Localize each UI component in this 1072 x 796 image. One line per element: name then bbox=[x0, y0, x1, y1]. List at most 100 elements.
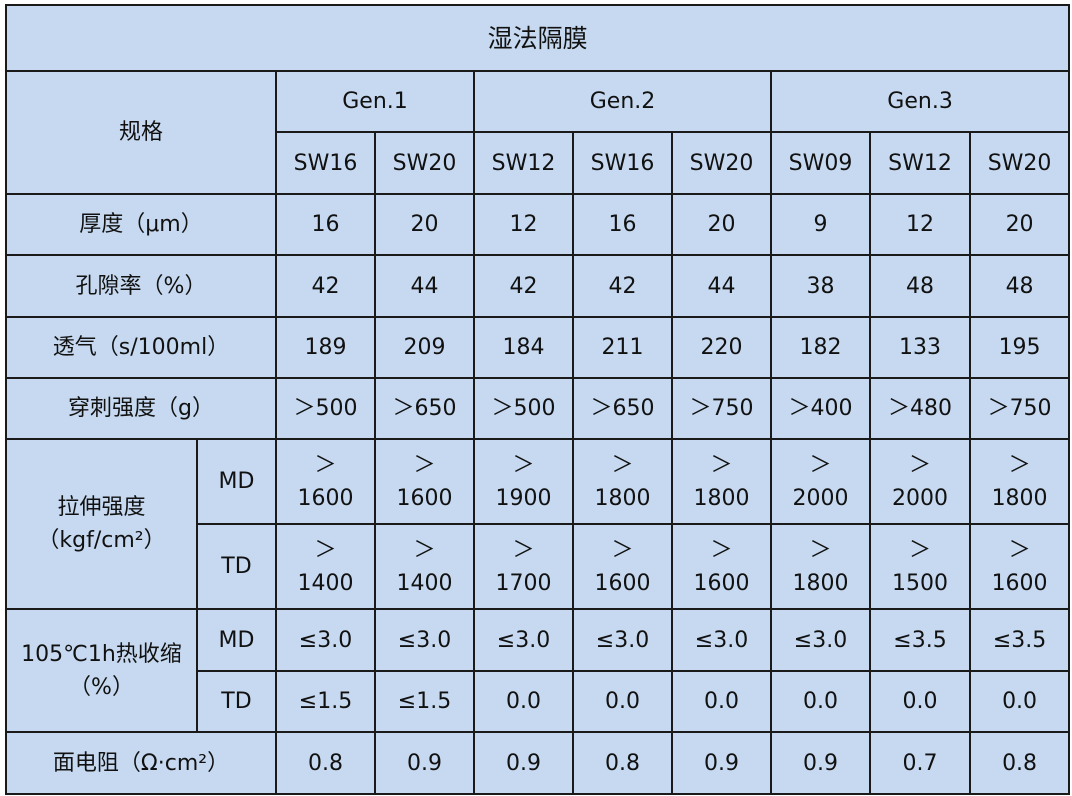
thickness-value: 16 bbox=[275, 193, 376, 256]
tensile-md-value: ＞ 1900 bbox=[473, 438, 574, 525]
permeability-value: 133 bbox=[869, 316, 971, 379]
tensile-td-value: ＞ 1400 bbox=[374, 523, 475, 610]
permeability-value: 189 bbox=[275, 316, 376, 379]
tensile-td-value: ＞ 1800 bbox=[770, 523, 871, 610]
porosity-value: 44 bbox=[671, 254, 772, 318]
tensile-td-label: TD bbox=[196, 523, 277, 610]
table-row: 穿刺强度（g） ＞500 ＞650 ＞500 ＞650 ＞750 ＞400 ＞480 ＞750 bbox=[5, 377, 1071, 440]
puncture-value: ＞650 bbox=[374, 377, 475, 440]
shrinkage-md-value: ≤3.0 bbox=[671, 608, 772, 672]
table-row: 透气（s/100ml） 189 209 184 211 220 182 133 195 bbox=[5, 316, 1071, 379]
resistance-value: 0.9 bbox=[473, 731, 574, 795]
puncture-label: 穿刺强度（g） bbox=[5, 377, 277, 440]
shrinkage-label: 105℃1h热收缩（%） bbox=[5, 608, 198, 733]
thickness-value: 12 bbox=[473, 193, 574, 256]
thickness-value: 20 bbox=[374, 193, 475, 256]
thickness-value: 20 bbox=[671, 193, 772, 256]
shrinkage-td-value: ≤1.5 bbox=[275, 670, 376, 733]
generation-header: Gen.2 bbox=[473, 70, 772, 133]
resistance-value: 0.8 bbox=[275, 731, 376, 795]
table-row: TD ＞ 1400 ＞ 1400 ＞ 1700 ＞ 1600 ＞ 1600 ＞ 1800 ＞ … bbox=[6, 523, 1071, 610]
spec-header: 规格 bbox=[5, 70, 277, 195]
tensile-md-label: MD bbox=[196, 438, 277, 525]
shrinkage-td-value: 0.0 bbox=[473, 670, 574, 733]
porosity-value: 48 bbox=[968, 254, 1071, 318]
permeability-value: 211 bbox=[572, 316, 673, 379]
model-header: SW12 bbox=[473, 131, 574, 195]
puncture-value: ＞750 bbox=[671, 377, 772, 440]
table-row: 规格 Gen.1 Gen.2 Gen.3 bbox=[5, 70, 1071, 195]
resistance-value: 0.8 bbox=[968, 731, 1071, 795]
tensile-md-value: ＞ 1600 bbox=[275, 438, 376, 525]
tensile-md-value: ＞ 2000 bbox=[869, 438, 971, 525]
thickness-value: 12 bbox=[869, 193, 971, 256]
permeability-label: 透气（s/100ml） bbox=[5, 316, 277, 379]
porosity-label: 孔隙率（%） bbox=[5, 254, 277, 318]
resistance-label: 面电阻（Ω·cm²） bbox=[5, 731, 277, 795]
puncture-value: ＞500 bbox=[275, 377, 376, 440]
shrinkage-td-value: 0.0 bbox=[770, 670, 871, 733]
resistance-value: 0.9 bbox=[374, 731, 475, 795]
table-row: 105℃1h热收缩（%） MD ≤3.0 ≤3.0 ≤3.0 ≤3.0 ≤3.0 ≤3.0 ≤3… bbox=[5, 608, 1071, 733]
puncture-value: ＞750 bbox=[968, 377, 1071, 440]
tensile-label: 拉伸强度（kgf/cm²） bbox=[5, 438, 198, 610]
puncture-value: ＞650 bbox=[572, 377, 673, 440]
porosity-value: 38 bbox=[770, 254, 871, 318]
permeability-value: 209 bbox=[374, 316, 475, 379]
porosity-value: 42 bbox=[275, 254, 376, 318]
model-header: SW12 bbox=[869, 131, 971, 195]
thickness-value: 9 bbox=[770, 193, 871, 256]
shrinkage-md-value: ≤3.0 bbox=[770, 608, 871, 672]
tensile-md-value: ＞ 1800 bbox=[572, 438, 673, 525]
shrinkage-td-value: ≤1.5 bbox=[374, 670, 475, 733]
table-title: 湿法隔膜 bbox=[4, 4, 1071, 72]
resistance-value: 0.7 bbox=[869, 731, 971, 795]
table-row: 面电阻（Ω·cm²） 0.8 0.9 0.9 0.8 0.9 0.9 0.7 0.8 bbox=[5, 731, 1071, 795]
porosity-value: 42 bbox=[473, 254, 574, 318]
shrinkage-md-value: ≤3.0 bbox=[374, 608, 475, 672]
model-header: SW20 bbox=[968, 131, 1071, 195]
shrinkage-td-label: TD bbox=[196, 670, 277, 733]
wet-separator-spec-table: 湿法隔膜 规格 Gen.1 Gen.2 Gen.3 SW16 SW20 SW12 SW16 SW… bbox=[4, 4, 1071, 795]
tensile-md-value: ＞ 2000 bbox=[770, 438, 871, 525]
puncture-value: ＞480 bbox=[869, 377, 971, 440]
shrinkage-td-value: 0.0 bbox=[869, 670, 971, 733]
table-row: 厚度（μm） 16 20 12 16 20 9 12 20 bbox=[5, 193, 1071, 256]
model-header: SW20 bbox=[374, 131, 475, 195]
resistance-value: 0.9 bbox=[671, 731, 772, 795]
shrinkage-md-value: ≤3.0 bbox=[275, 608, 376, 672]
porosity-value: 48 bbox=[869, 254, 971, 318]
generation-header: Gen.3 bbox=[769, 70, 1071, 133]
tensile-td-value: ＞ 1600 bbox=[968, 523, 1071, 610]
model-header: SW16 bbox=[275, 131, 376, 195]
model-header: SW20 bbox=[671, 131, 772, 195]
generation-header: Gen.1 bbox=[275, 70, 475, 133]
permeability-value: 220 bbox=[671, 316, 772, 379]
table-row: 拉伸强度（kgf/cm²） MD ＞ 1600 ＞ 1600 ＞ 1900 ＞ 1800 ＞… bbox=[5, 438, 1071, 610]
shrinkage-md-label: MD bbox=[196, 608, 277, 672]
puncture-value: ＞500 bbox=[473, 377, 574, 440]
shrinkage-td-value: 0.0 bbox=[572, 670, 673, 733]
model-header: SW09 bbox=[770, 131, 871, 195]
tensile-td-value: ＞ 1500 bbox=[869, 523, 971, 610]
table-row: 孔隙率（%） 42 44 42 42 44 38 48 48 bbox=[5, 254, 1071, 318]
permeability-value: 182 bbox=[770, 316, 871, 379]
permeability-value: 184 bbox=[473, 316, 574, 379]
puncture-value: ＞400 bbox=[770, 377, 871, 440]
porosity-value: 44 bbox=[374, 254, 475, 318]
thickness-value: 16 bbox=[572, 193, 673, 256]
table-row: TD ≤1.5 ≤1.5 0.0 0.0 0.0 0.0 0.0 0.0 bbox=[6, 670, 1071, 733]
shrinkage-td-value: 0.0 bbox=[671, 670, 772, 733]
shrinkage-td-value: 0.0 bbox=[968, 670, 1071, 733]
resistance-value: 0.8 bbox=[572, 731, 673, 795]
shrinkage-md-value: ≤3.5 bbox=[869, 608, 971, 672]
thickness-value: 20 bbox=[968, 193, 1071, 256]
tensile-md-value: ＞ 1800 bbox=[671, 438, 772, 525]
resistance-value: 0.9 bbox=[770, 731, 871, 795]
shrinkage-md-value: ≤3.5 bbox=[968, 608, 1071, 672]
tensile-md-value: ＞ 1600 bbox=[374, 438, 475, 525]
tensile-md-value: ＞ 1800 bbox=[968, 438, 1071, 525]
tensile-td-value: ＞ 1700 bbox=[473, 523, 574, 610]
porosity-value: 42 bbox=[572, 254, 673, 318]
tensile-td-value: ＞ 1600 bbox=[572, 523, 673, 610]
